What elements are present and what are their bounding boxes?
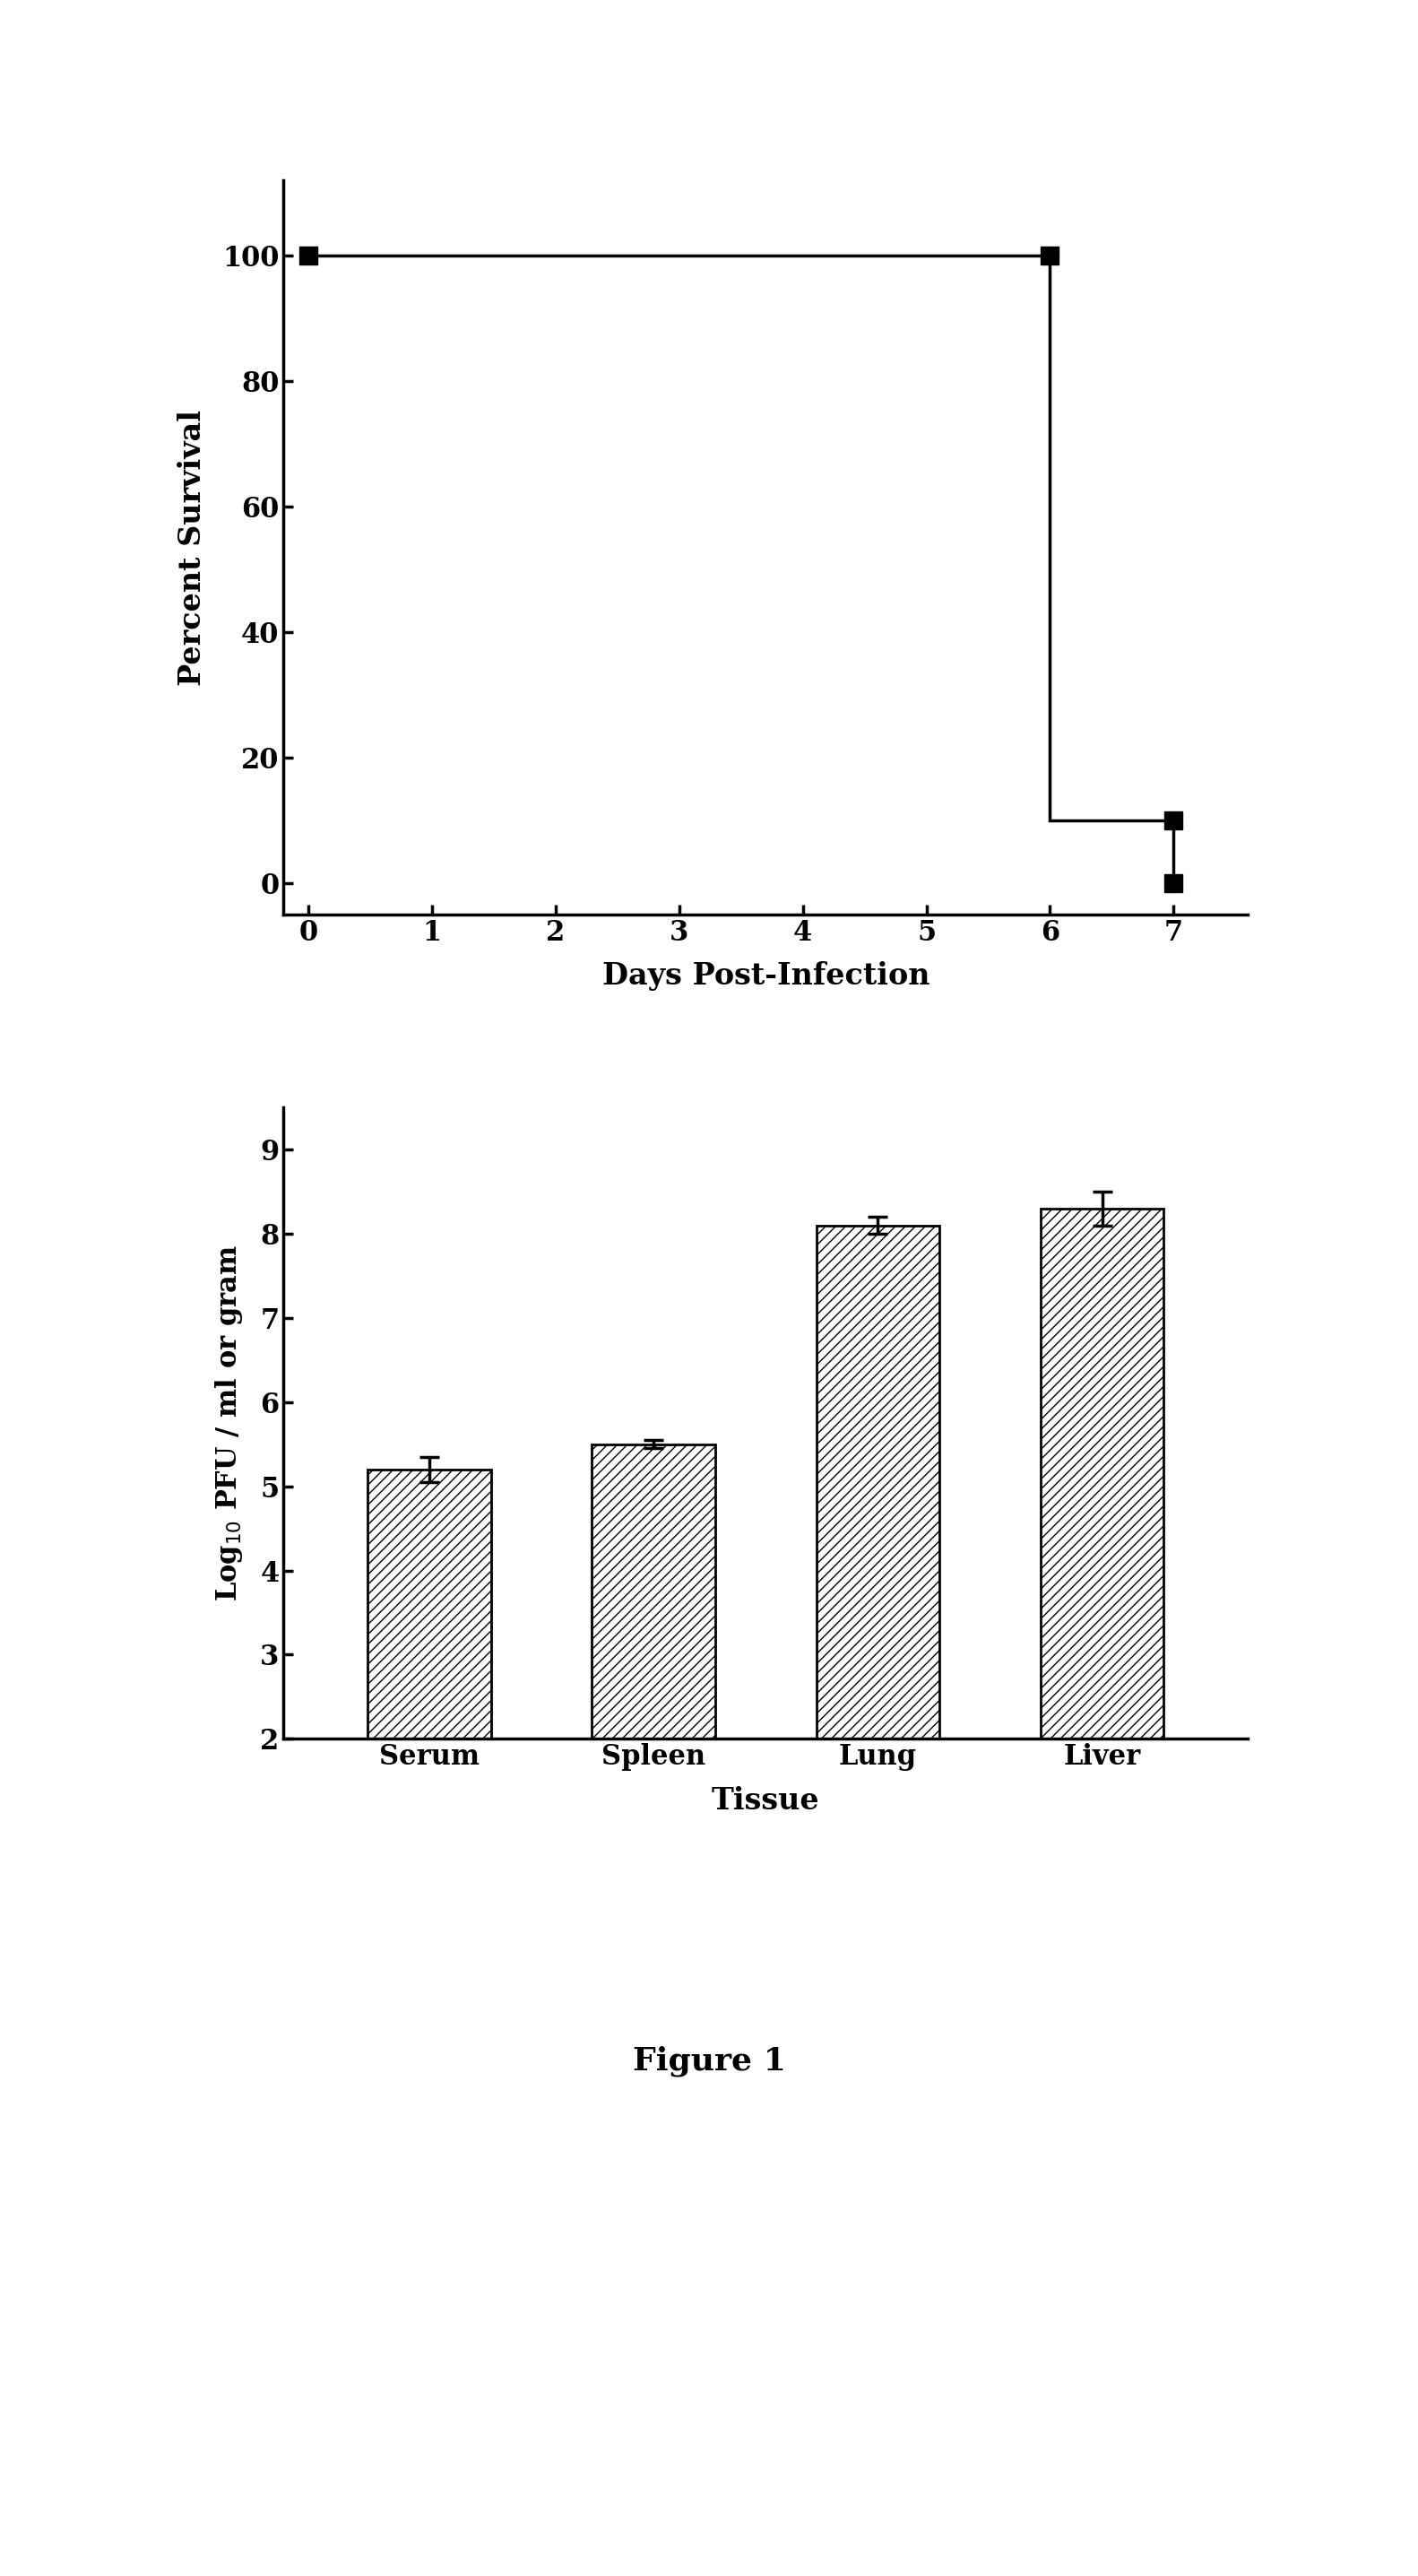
Bar — [1041, 1208, 1164, 1739]
Bar — [591, 1445, 715, 1739]
Y-axis label: Log$_{10}$ PFU / ml or gram: Log$_{10}$ PFU / ml or gram — [214, 1244, 245, 1602]
Y-axis label: Percent Survival: Percent Survival — [177, 410, 207, 685]
Bar — [817, 1226, 940, 1739]
X-axis label: Days Post-Infection: Days Post-Infection — [601, 961, 930, 992]
X-axis label: Tissue: Tissue — [712, 1785, 820, 1816]
Text: Figure 1: Figure 1 — [632, 2045, 786, 2076]
Bar — [367, 1468, 491, 1739]
